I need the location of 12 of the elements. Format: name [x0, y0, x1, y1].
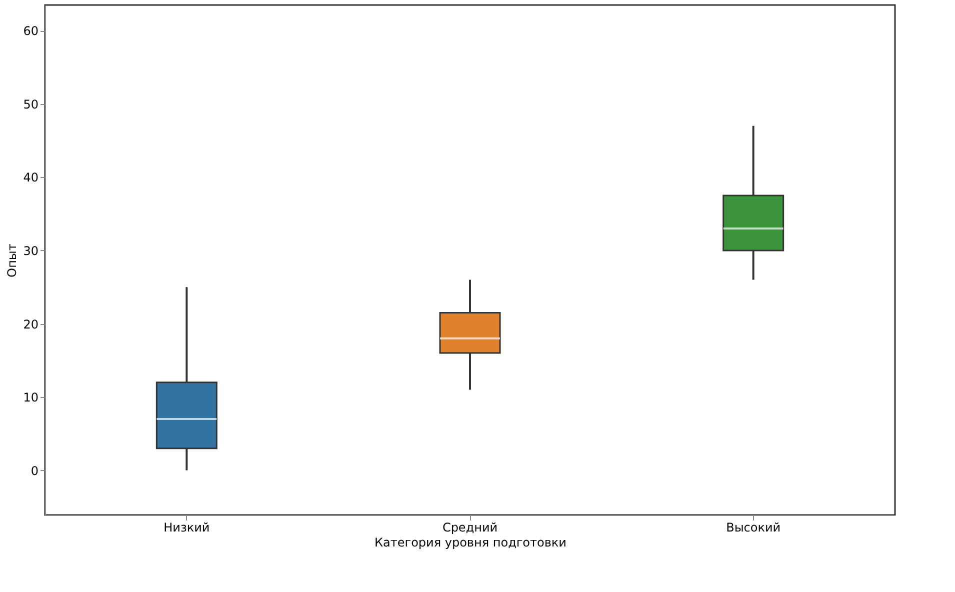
y-axis-title: Опыт [5, 244, 20, 278]
x-tick-label: Низкий [164, 520, 210, 534]
y-tick-label: 60 [23, 24, 38, 38]
x-tick-label: Высокий [726, 520, 781, 534]
x-axis-title: Категория уровня подготовки [374, 536, 566, 550]
y-tick-label: 30 [23, 244, 38, 258]
y-tick-label: 0 [30, 464, 38, 478]
x-tick-label: Средний [442, 520, 498, 534]
y-tick-label: 50 [23, 97, 38, 112]
y-tick-label: 40 [23, 170, 38, 185]
y-tick-label: 10 [23, 390, 38, 405]
y-tick-label: 20 [23, 317, 38, 332]
